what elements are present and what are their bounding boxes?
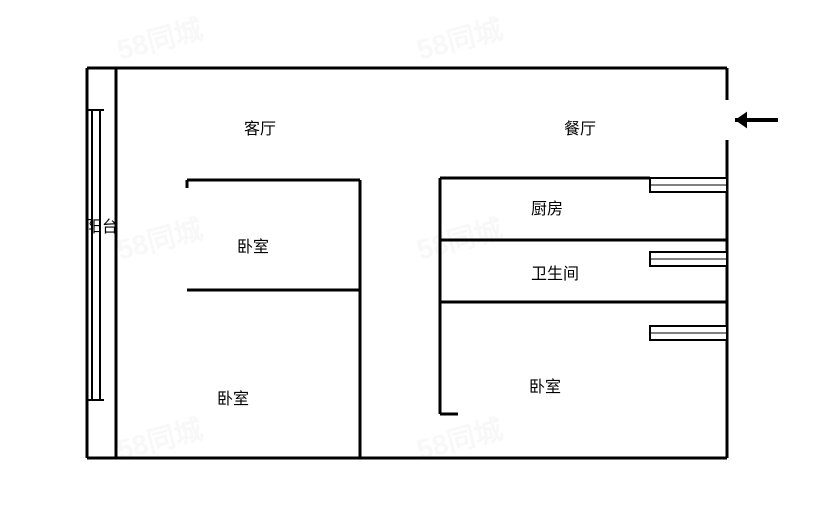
window-2 <box>650 326 727 340</box>
window-0 <box>650 178 727 192</box>
label-bedroom2: 卧室 <box>217 390 249 408</box>
label-living: 客厅 <box>244 120 276 138</box>
label-dining: 餐厅 <box>564 120 596 138</box>
label-balcony: 阳台 <box>86 218 118 236</box>
label-bedroom1: 卧室 <box>237 238 269 256</box>
label-bathroom: 卫生间 <box>531 265 579 283</box>
window-1 <box>650 252 727 266</box>
label-kitchen: 厨房 <box>531 200 563 218</box>
label-bedroom3: 卧室 <box>529 378 561 396</box>
floor-plan: 58同城58同城58同城58同城58同城58同城阳台客厅餐厅卧室卧室卧室厨房卫生… <box>0 0 814 519</box>
